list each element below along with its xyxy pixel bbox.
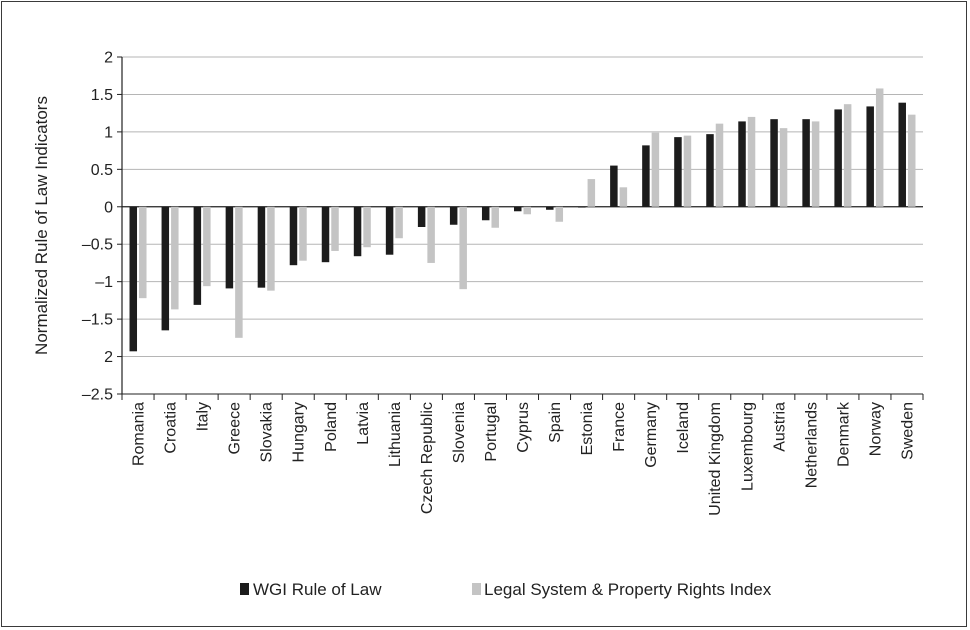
bar-legal-system-latvia: [363, 206, 371, 248]
legend-label-wgi: WGI Rule of Law: [253, 580, 382, 599]
bar-wgi-sweden: [898, 102, 906, 207]
y-tick-label: 2: [104, 349, 113, 366]
bar-wgi-italy: [193, 206, 202, 305]
bar-wgi-cyprus: [514, 206, 522, 212]
x-tick-label: Norway: [867, 402, 884, 456]
bar-legal-system-greece: [235, 206, 243, 338]
y-tick-labels: 2 1.5 1 0.5 0 –0.5 –1 –1.5 2 –2.5: [82, 50, 113, 404]
bar-legal-system-cyprus: [523, 206, 531, 215]
y-tick-label: 1.5: [91, 87, 113, 104]
x-tick-label: Estonia: [579, 402, 596, 455]
bar-legal-system-austria: [779, 128, 788, 207]
bar-legal-system-netherlands: [811, 121, 820, 207]
bar-legal-system-slovakia: [267, 206, 275, 291]
bar-legal-system-czech-republic: [427, 206, 435, 263]
bar-legal-system-lithuania: [395, 206, 403, 239]
bar-legal-system-croatia: [171, 206, 179, 310]
x-tick-label: Austria: [771, 402, 788, 452]
x-tick-label: Iceland: [675, 402, 692, 454]
bar-wgi-united-kingdom: [706, 134, 714, 207]
x-tick-label: Slovakia: [259, 402, 276, 463]
bar-wgi-spain: [546, 206, 554, 210]
bar-wgi-slovakia: [257, 206, 266, 288]
bar-legal-system-germany: [651, 132, 660, 207]
y-tick-label: 1: [104, 124, 113, 141]
bar-wgi-poland: [321, 206, 330, 263]
y-tick-label: –0.5: [82, 237, 113, 254]
bar-wgi-hungary: [289, 206, 298, 266]
bar-wgi-romania: [129, 206, 138, 352]
bar-legal-system-sweden: [907, 114, 916, 207]
x-tick-label: Czech Republic: [419, 402, 436, 514]
bar-wgi-lithuania: [385, 206, 394, 255]
bar-wgi-austria: [770, 119, 778, 207]
x-tick-label: Poland: [323, 402, 340, 452]
bar-wgi-slovenia: [449, 206, 458, 225]
x-tick-label: Romania: [131, 402, 148, 466]
bar-wgi-netherlands: [802, 119, 810, 207]
x-tick-label: Spain: [547, 402, 564, 443]
bar-wgi-iceland: [674, 137, 682, 207]
bar-wgi-portugal: [481, 206, 490, 221]
y-tick-label: 0: [104, 199, 113, 216]
legend-label-legal-system: Legal System & Property Rights Index: [484, 580, 772, 599]
y-tick-label: –1.5: [82, 312, 113, 329]
bar-legal-system-estonia: [587, 179, 596, 207]
axes: [117, 56, 924, 400]
bar-legal-system-portugal: [491, 206, 499, 228]
x-tick-label: Lithuania: [387, 402, 404, 467]
bar-wgi-luxembourg: [738, 121, 746, 207]
legend-swatch-wgi: [240, 583, 249, 595]
bar-legal-system-slovenia: [459, 206, 467, 290]
bar-legal-system-norway: [875, 88, 884, 207]
bar-legal-system-france: [619, 187, 628, 207]
x-tick-label: Greece: [227, 402, 244, 455]
x-tick-label: Portugal: [483, 402, 500, 462]
x-tick-label: Sweden: [899, 402, 916, 460]
x-tick-label: United Kingdom: [707, 402, 724, 516]
bar-legal-system-spain: [555, 206, 564, 222]
legend-swatch-legal-system: [472, 583, 481, 595]
x-tick-label: Croatia: [163, 402, 180, 454]
bar-legal-system-denmark: [843, 104, 852, 207]
x-tick-label: Cyprus: [515, 402, 532, 453]
bar-wgi-croatia: [161, 206, 170, 331]
x-tick-label: Netherlands: [803, 402, 820, 488]
x-tick-label: France: [611, 402, 628, 452]
x-tick-label: Slovenia: [451, 402, 468, 463]
bar-wgi-czech-republic: [417, 206, 426, 227]
x-tick-label: Germany: [643, 402, 660, 468]
bar-wgi-denmark: [834, 109, 842, 207]
x-tick-label: Italy: [195, 402, 212, 431]
bar-wgi-norway: [866, 106, 874, 207]
bar-legal-system-poland: [331, 206, 339, 251]
bar-legal-system-romania: [139, 206, 147, 299]
y-tick-label: 2: [104, 50, 113, 67]
x-tick-label: Latvia: [355, 402, 372, 445]
bar-legal-system-italy: [203, 206, 211, 287]
x-tick-label: Luxembourg: [739, 402, 756, 491]
y-tick-label: 0.5: [91, 162, 113, 179]
x-tick-labels: Romania Croatia Italy Greece Slovakia Hungary…: [131, 401, 917, 516]
bar-legal-system-united-kingdom: [715, 123, 724, 207]
bar-legal-system-luxembourg: [747, 116, 756, 207]
x-tick-label: Hungary: [291, 402, 308, 462]
y-tick-label: –1: [95, 274, 113, 291]
y-axis-label: Normalized Rule of Law Indicators: [32, 96, 51, 355]
bar-wgi-france: [610, 165, 618, 207]
bar-legal-system-iceland: [683, 135, 692, 207]
bar-wgi-estonia: [578, 206, 586, 208]
bar-legal-system-hungary: [299, 206, 307, 261]
bar-wgi-greece: [225, 206, 234, 289]
bars: [129, 88, 916, 352]
legend: WGI Rule of Law Legal System & Property …: [240, 580, 772, 599]
bar-wgi-latvia: [353, 206, 362, 257]
bar-wgi-germany: [642, 145, 650, 207]
x-tick-label: Denmark: [835, 401, 852, 467]
y-tick-label: –2.5: [82, 387, 113, 404]
